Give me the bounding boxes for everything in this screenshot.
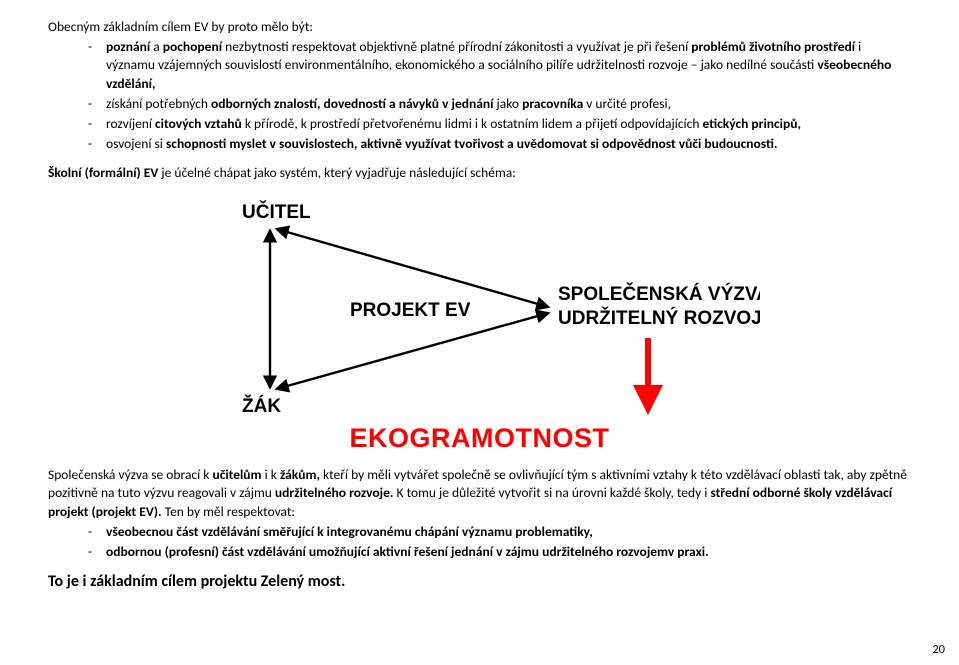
t: k přírodě, k prostředí přetvořenému lidm… bbox=[242, 115, 703, 132]
label-projekt-ev: PROJEKT EV bbox=[350, 300, 471, 321]
school-ev-line: Školní (formální) EV je účelné chápat ja… bbox=[48, 164, 911, 182]
respect-bullet-1: všeobecnou část vzdělávání směřující k i… bbox=[88, 523, 911, 541]
t: a bbox=[150, 38, 163, 55]
diagram-container: UČITEL ŽÁK PROJEKT EV SPOLEČENSKÁ VÝZVA … bbox=[48, 188, 911, 418]
ekogramotnost-label: EKOGRAMOTNOST bbox=[48, 420, 911, 456]
intro-line: Obecným základním cílem EV by proto mělo… bbox=[48, 18, 911, 36]
respect-bullet-2: odbornou (profesní) část vzdělávání umož… bbox=[88, 543, 911, 561]
label-zak: ŽÁK bbox=[242, 395, 281, 417]
t: získání potřebných bbox=[106, 95, 211, 112]
b: učitelům bbox=[212, 466, 261, 483]
bullet-3: rozvíjení citových vztahů k přírodě, k p… bbox=[88, 115, 911, 133]
label-spolecenska-1: SPOLEČENSKÁ VÝZVA bbox=[558, 283, 760, 305]
b: etických principů, bbox=[703, 115, 801, 132]
b: odborných znalostí, dovedností a návyků … bbox=[211, 95, 493, 112]
b: pracovníka bbox=[522, 95, 583, 112]
t: Ten by měl respektovat: bbox=[162, 503, 295, 520]
b: všeobecnou část vzdělávání směřující k i… bbox=[106, 523, 593, 540]
b: pochopení bbox=[163, 38, 222, 55]
text: poznání a pochopení nezbytnosti respekto… bbox=[106, 38, 891, 91]
t: Společenská výzva se obrací k bbox=[48, 466, 212, 483]
t: rozvíjení bbox=[106, 115, 155, 132]
final-claim: To je i základním cílem projektu Zelený … bbox=[48, 571, 911, 593]
b: schopnosti myslet v souvislostech, aktiv… bbox=[166, 135, 778, 152]
bullet-2: získání potřebných odborných znalostí, d… bbox=[88, 95, 911, 113]
bullet-1: poznání a pochopení nezbytnosti respekto… bbox=[88, 38, 911, 93]
t: osvojení si bbox=[106, 135, 166, 152]
goal-bullets: poznání a pochopení nezbytnosti respekto… bbox=[48, 38, 911, 153]
label-ucitel: UČITEL bbox=[242, 201, 311, 223]
b: Školní (formální) EV bbox=[48, 164, 158, 181]
ev-triangle-diagram: UČITEL ŽÁK PROJEKT EV SPOLEČENSKÁ VÝZVA … bbox=[200, 188, 760, 418]
b: citových vztahů bbox=[155, 115, 242, 132]
b: poznání bbox=[106, 38, 150, 55]
t: i k bbox=[262, 466, 280, 483]
t: jako bbox=[493, 95, 522, 112]
bullet-4: osvojení si schopnosti myslet v souvislo… bbox=[88, 135, 911, 153]
b: žákům, bbox=[280, 466, 320, 483]
t: nezbytnosti respektovat objektivně platn… bbox=[222, 38, 691, 55]
b: odbornou (profesní) část vzdělávání umož… bbox=[106, 543, 709, 560]
edge-zak-apex bbox=[280, 314, 545, 388]
social-challenge-paragraph: Společenská výzva se obrací k učitelům i… bbox=[48, 466, 911, 521]
page-number: 20 bbox=[932, 642, 945, 659]
page: Obecným základním cílem EV by proto mělo… bbox=[0, 0, 959, 611]
b: udržitelného rozvoje. bbox=[275, 484, 394, 501]
t: je účelné chápat jako systém, který vyja… bbox=[158, 164, 515, 181]
respect-bullets: všeobecnou část vzdělávání směřující k i… bbox=[48, 523, 911, 561]
edge-ucitel-apex bbox=[280, 230, 545, 306]
t: v určité profesi, bbox=[583, 95, 671, 112]
b: problémů životního prostředí bbox=[691, 38, 855, 55]
t: K tomu je důležité vytvořit si na úrovni… bbox=[394, 484, 711, 501]
label-spolecenska-2: UDRŽITELNÝ ROZVOJ bbox=[558, 307, 760, 329]
